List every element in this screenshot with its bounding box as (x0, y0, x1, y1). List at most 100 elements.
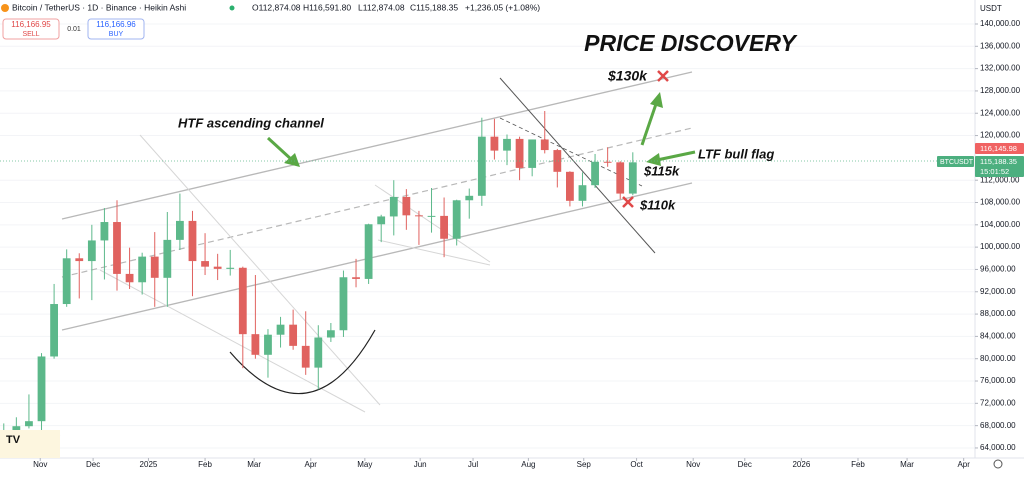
header: Bitcoin / TetherUS · 1D · Binance · Heik… (1, 2, 540, 40)
y-tick-label: 68,000.00 (980, 421, 1016, 430)
x-tick-label: Oct (630, 460, 643, 469)
x-tick-label: 2026 (792, 460, 810, 469)
channel-upper (61, 71, 693, 220)
sell-button[interactable] (2, 18, 60, 40)
candle-body (264, 334, 272, 355)
x-tick-label: Dec (86, 460, 100, 469)
candle-body (352, 277, 360, 279)
candle-body (402, 196, 411, 216)
bottom-arc (229, 329, 376, 395)
ohlc-open: O112,874.08 (252, 2, 301, 12)
y-tick-label: 112,000.00 (980, 175, 1020, 184)
arrow-head (650, 92, 663, 108)
candle-body (251, 334, 260, 355)
candle-body (12, 426, 21, 432)
candle-body (440, 215, 448, 239)
y-tick-label: 80,000.00 (980, 354, 1016, 363)
candle-body (603, 161, 612, 163)
buy-price: 116,166.96 (96, 20, 136, 29)
x-tick-label: Apr (957, 460, 970, 469)
sell-price: 116,166.95 (11, 20, 51, 29)
title: PRICE DISCOVERY (584, 30, 798, 56)
y-tick-label: 84,000.00 (980, 331, 1016, 340)
currency: USDT (980, 4, 1002, 13)
buy-label: BUY (109, 31, 124, 38)
candle-body (75, 258, 84, 262)
candle-body (163, 239, 172, 278)
candle-body (176, 220, 184, 240)
y-tick-label: 92,000.00 (980, 287, 1016, 296)
x-tick-label: Feb (198, 460, 212, 469)
spread: 0.01 (67, 26, 81, 33)
fan-line (139, 134, 381, 406)
candle-body (289, 324, 298, 346)
y-tick-label: 124,000.00 (980, 108, 1021, 117)
y-tick-label: 104,000.00 (980, 220, 1021, 229)
candle-body (188, 220, 197, 262)
candle-body (87, 240, 96, 262)
x-tick-label: Dec (738, 460, 752, 469)
candle-body (301, 345, 310, 368)
y-tick-label: 100,000.00 (980, 242, 1021, 251)
candle-body (364, 224, 373, 279)
candle-body (150, 256, 159, 278)
symbol-label: BTCUSDT (940, 159, 974, 166)
sell-label: SELL (22, 31, 39, 38)
settings-icon[interactable] (993, 459, 1003, 469)
flag-mid (499, 117, 643, 187)
annotation: $110k (639, 197, 676, 212)
ohlc-high: H116,591.80 (303, 2, 351, 12)
x-tick-label: Feb (851, 460, 865, 469)
x-marker (657, 70, 669, 82)
coin-icon (1, 4, 9, 12)
x-tick-label: Apr (305, 460, 318, 469)
candle-body (113, 222, 121, 274)
candle-body (616, 162, 625, 194)
y-tick-label: 120,000.00 (980, 131, 1021, 140)
candle-body (427, 215, 436, 217)
candle-body (201, 261, 209, 267)
candle-body (326, 330, 335, 338)
candle-body (566, 171, 574, 201)
logo-area (0, 430, 60, 458)
x-tick-label: Nov (686, 460, 700, 469)
fan-line (377, 239, 491, 266)
candle-body (50, 304, 58, 357)
annotation: $115k (643, 163, 680, 178)
ask-box[interactable] (975, 143, 1024, 154)
x-tick-label: Mar (247, 460, 261, 469)
symbol[interactable]: Bitcoin / TetherUS · 1D · Binance · Heik… (12, 2, 186, 12)
candle-body (100, 222, 109, 241)
candle-body (490, 136, 499, 151)
candle-body (125, 273, 134, 283)
candle-body (515, 138, 524, 168)
candles (0, 111, 637, 457)
candle-body (339, 277, 348, 331)
symbol-box[interactable] (937, 156, 974, 167)
candle-body (578, 185, 587, 201)
x-tick-label: Mar (900, 460, 914, 469)
countdown: 15:01:52 (980, 167, 1009, 176)
x-marker (622, 196, 634, 208)
y-tick-label: 64,000.00 (980, 443, 1016, 452)
candle-body (553, 150, 562, 172)
candle-body (62, 258, 71, 305)
annotation: HTF ascending channel (178, 115, 324, 130)
y-tick-label: 96,000.00 (980, 265, 1016, 274)
candle-body (138, 256, 147, 283)
logo[interactable]: TV (6, 434, 21, 446)
channel-lower (61, 182, 693, 331)
candle-body (465, 195, 474, 201)
last-box[interactable] (975, 156, 1024, 177)
axes: 140,000.00 136,000.00 132,000.00 128,000.00… (33, 19, 1020, 469)
x-tick-label: May (357, 460, 372, 469)
channel-mid (61, 127, 693, 278)
ohlc-low: L112,874.08 (358, 2, 405, 12)
y-tick-label: 132,000.00 (980, 64, 1021, 73)
arrow (266, 136, 294, 162)
candle-body (389, 196, 398, 217)
arrow-head (284, 153, 300, 167)
arrow (640, 103, 658, 146)
buy-button[interactable] (87, 18, 145, 40)
